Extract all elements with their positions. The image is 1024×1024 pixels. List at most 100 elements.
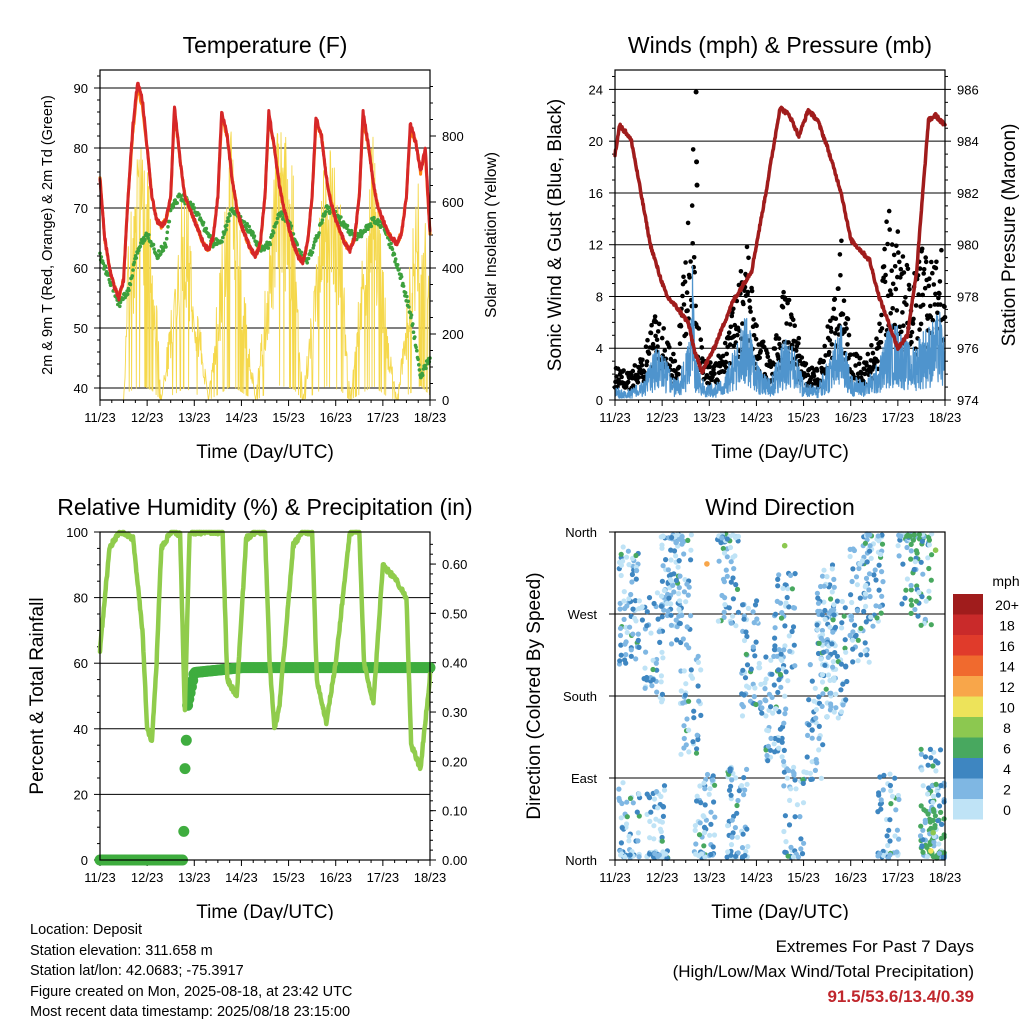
gust-point (918, 321, 924, 327)
direction-point (739, 701, 745, 708)
gust-point (625, 379, 631, 385)
direction-point (831, 602, 837, 608)
direction-point (658, 593, 665, 599)
direction-point (711, 799, 717, 805)
x-tick-label: 15/23 (272, 870, 305, 885)
direction-point (665, 608, 671, 614)
direction-point (918, 823, 924, 829)
gust-point (796, 341, 801, 346)
direction-point (886, 827, 892, 833)
gust-point (663, 356, 669, 362)
dewpoint-point (228, 213, 232, 218)
direction-point (696, 832, 703, 838)
dewpoint-point (405, 294, 409, 299)
direction-point (831, 709, 837, 715)
direction-point (692, 827, 698, 834)
direction-point (636, 854, 642, 860)
direction-point (693, 841, 699, 847)
gust-point (846, 332, 852, 338)
gust-point (754, 323, 759, 329)
direction-point (923, 598, 929, 604)
gust-point (833, 331, 838, 336)
direction-point (879, 569, 885, 575)
direction-point (874, 615, 880, 621)
panel-4: Wind Direction 11/23 12/23 13/23 14/23 15/23 1… (524, 494, 1020, 920)
direction-point (782, 849, 788, 855)
y2-tick-label: 0.10 (442, 804, 467, 819)
direction-point (913, 598, 920, 604)
dewpoint-point (178, 194, 183, 198)
direction-point (780, 585, 786, 592)
direction-point (688, 532, 695, 538)
gust-point (929, 259, 934, 265)
direction-point (752, 653, 758, 659)
gust-point (900, 254, 906, 259)
direction-point (857, 595, 863, 601)
direction-point (799, 851, 806, 857)
direction-point (686, 749, 692, 755)
direction-point (659, 838, 665, 844)
gust-point (707, 364, 713, 370)
direction-point (658, 679, 664, 685)
chart-title: Temperature (F) (183, 32, 348, 58)
direction-point (782, 623, 788, 629)
direction-point (668, 601, 674, 607)
direction-point (731, 566, 737, 572)
direction-point (655, 616, 661, 622)
direction-point (816, 723, 822, 730)
direction-point (903, 587, 909, 593)
gust-point (757, 355, 762, 361)
x-tick-label: 17/23 (882, 410, 915, 425)
direction-point (892, 833, 898, 839)
direction-point (741, 775, 747, 781)
direction-point (745, 605, 752, 612)
direction-point (895, 792, 902, 799)
gust-point (685, 308, 690, 313)
direction-point (830, 664, 836, 670)
dewpoint-point (366, 227, 370, 231)
x-tick-label: 15/23 (272, 410, 305, 425)
direction-point (862, 648, 868, 654)
dewpoint-point (221, 235, 225, 240)
gust-point (630, 368, 636, 374)
direction-point (875, 809, 881, 815)
gust-point (735, 332, 740, 338)
direction-point (804, 754, 810, 760)
direction-point (777, 671, 784, 678)
direction-point (862, 591, 869, 597)
gust-point (667, 344, 672, 350)
direction-point (935, 818, 941, 824)
gust-point (911, 316, 916, 322)
gust-point (869, 343, 874, 348)
gust-point (780, 304, 786, 310)
direction-point (858, 652, 864, 658)
dewpoint-point (395, 263, 400, 267)
direction-point (920, 827, 926, 833)
gust-point (777, 341, 782, 347)
direction-point (876, 538, 882, 544)
direction-point (797, 814, 803, 820)
gust-point (934, 259, 939, 265)
direction-point (618, 642, 624, 648)
gust-point (644, 362, 649, 368)
direction-point (744, 662, 751, 668)
direction-point (823, 686, 829, 692)
direction-point (736, 788, 742, 794)
direction-point (650, 666, 656, 673)
dewpoint-point (416, 357, 420, 362)
direction-point (893, 807, 899, 813)
direction-point (782, 693, 788, 699)
direction-point (695, 659, 702, 666)
direction-point (805, 732, 811, 739)
direction-point (867, 548, 873, 554)
direction-point (626, 833, 632, 840)
gust-point (904, 262, 910, 268)
direction-point (785, 853, 791, 859)
direction-point (929, 531, 935, 537)
direction-point (830, 659, 837, 665)
direction-point (702, 854, 708, 860)
direction-point (751, 620, 757, 626)
direction-point (673, 539, 680, 545)
direction-point (896, 836, 902, 842)
direction-point (850, 629, 856, 635)
